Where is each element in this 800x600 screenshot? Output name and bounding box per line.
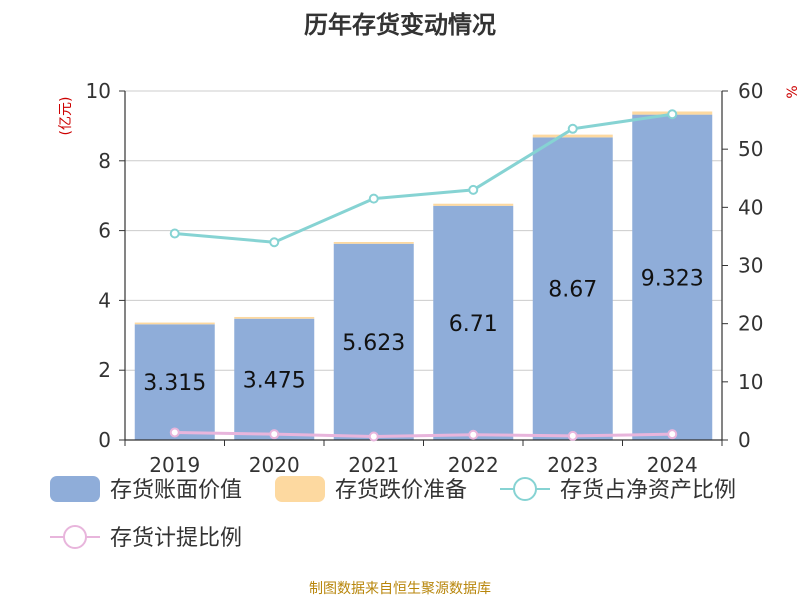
inventory-provision-ratio-point [468, 429, 479, 440]
bar-book-value [234, 318, 315, 440]
legend-marker-ratio [513, 477, 537, 501]
legend-marker-provision [63, 525, 87, 549]
bar-book-value [433, 205, 514, 440]
inventory-provision-ratio-point [269, 429, 280, 440]
inventory-net-asset-ratio-point [667, 109, 678, 120]
inventory-net-asset-ratio-point [368, 193, 379, 204]
right-tick-label: 30 [738, 254, 763, 278]
left-tick-label: 2 [98, 358, 111, 382]
source-footer: 制图数据来自恒生聚源数据库 [309, 581, 491, 597]
inventory-provision-ratio-line [174, 430, 673, 439]
bar-book-value [632, 114, 713, 441]
inventory-net-asset-ratio-point [468, 184, 479, 195]
left-tick-label: 8 [98, 149, 111, 173]
bar-book-value [532, 137, 613, 441]
right-tick-label: 10 [738, 370, 763, 394]
x-tick-label: 2019 [149, 453, 200, 477]
right-tick-label: 0 [738, 428, 751, 452]
bar-data-label: 6.71 [449, 312, 498, 337]
legend-swatch-reserve [275, 476, 325, 502]
bar-data-label: 9.323 [641, 266, 704, 291]
right-axis-unit: % [785, 85, 800, 98]
right-tick-label: 50 [738, 137, 763, 161]
inventory-net-asset-ratio-point [567, 123, 578, 134]
legend-label-ratio: 存货占净资产比例 [560, 478, 736, 503]
legend-label-reserve: 存货跌价准备 [335, 478, 467, 503]
bar-impairment-reserve [532, 134, 613, 138]
inventory-net-asset-ratio-line [174, 112, 673, 244]
left-tick-label: 10 [86, 79, 111, 103]
bar-book-value [333, 243, 414, 440]
bar-impairment-reserve [433, 203, 514, 206]
inventory-provision-ratio-point [567, 430, 578, 441]
inventory-provision-ratio-point [169, 427, 180, 438]
inventory-net-asset-ratio-point [269, 237, 280, 248]
inventory-provision-ratio-point [368, 431, 379, 442]
bar-book-value [134, 324, 215, 440]
legend-label-provision: 存货计提比例 [110, 526, 242, 551]
x-tick-label: 2024 [647, 453, 698, 477]
bar-data-label: 3.315 [143, 371, 206, 396]
chart-title: 历年存货变动情况 [304, 11, 496, 39]
left-axis-unit: (亿元) [58, 97, 74, 136]
legend-label-book-value: 存货账面价值 [110, 478, 242, 503]
right-tick-label: 20 [738, 312, 763, 336]
bar-impairment-reserve [134, 322, 215, 325]
x-tick-label: 2022 [448, 453, 499, 477]
bar-data-label: 5.623 [342, 331, 405, 356]
left-tick-label: 4 [98, 288, 111, 312]
bar-impairment-reserve [333, 242, 414, 244]
inventory-net-asset-ratio-point [169, 228, 180, 239]
right-tick-label: 40 [738, 195, 763, 219]
left-tick-label: 6 [98, 219, 111, 243]
legend-swatch-book-value [50, 476, 100, 502]
right-tick-label: 60 [738, 79, 763, 103]
x-tick-label: 2021 [348, 453, 399, 477]
bar-impairment-reserve [234, 316, 315, 319]
bar-data-label: 8.67 [548, 278, 597, 303]
left-tick-label: 0 [98, 428, 111, 452]
inventory-provision-ratio-point [667, 429, 678, 440]
bar-data-label: 3.475 [243, 368, 306, 393]
x-tick-label: 2020 [249, 453, 300, 477]
x-tick-label: 2023 [547, 453, 598, 477]
